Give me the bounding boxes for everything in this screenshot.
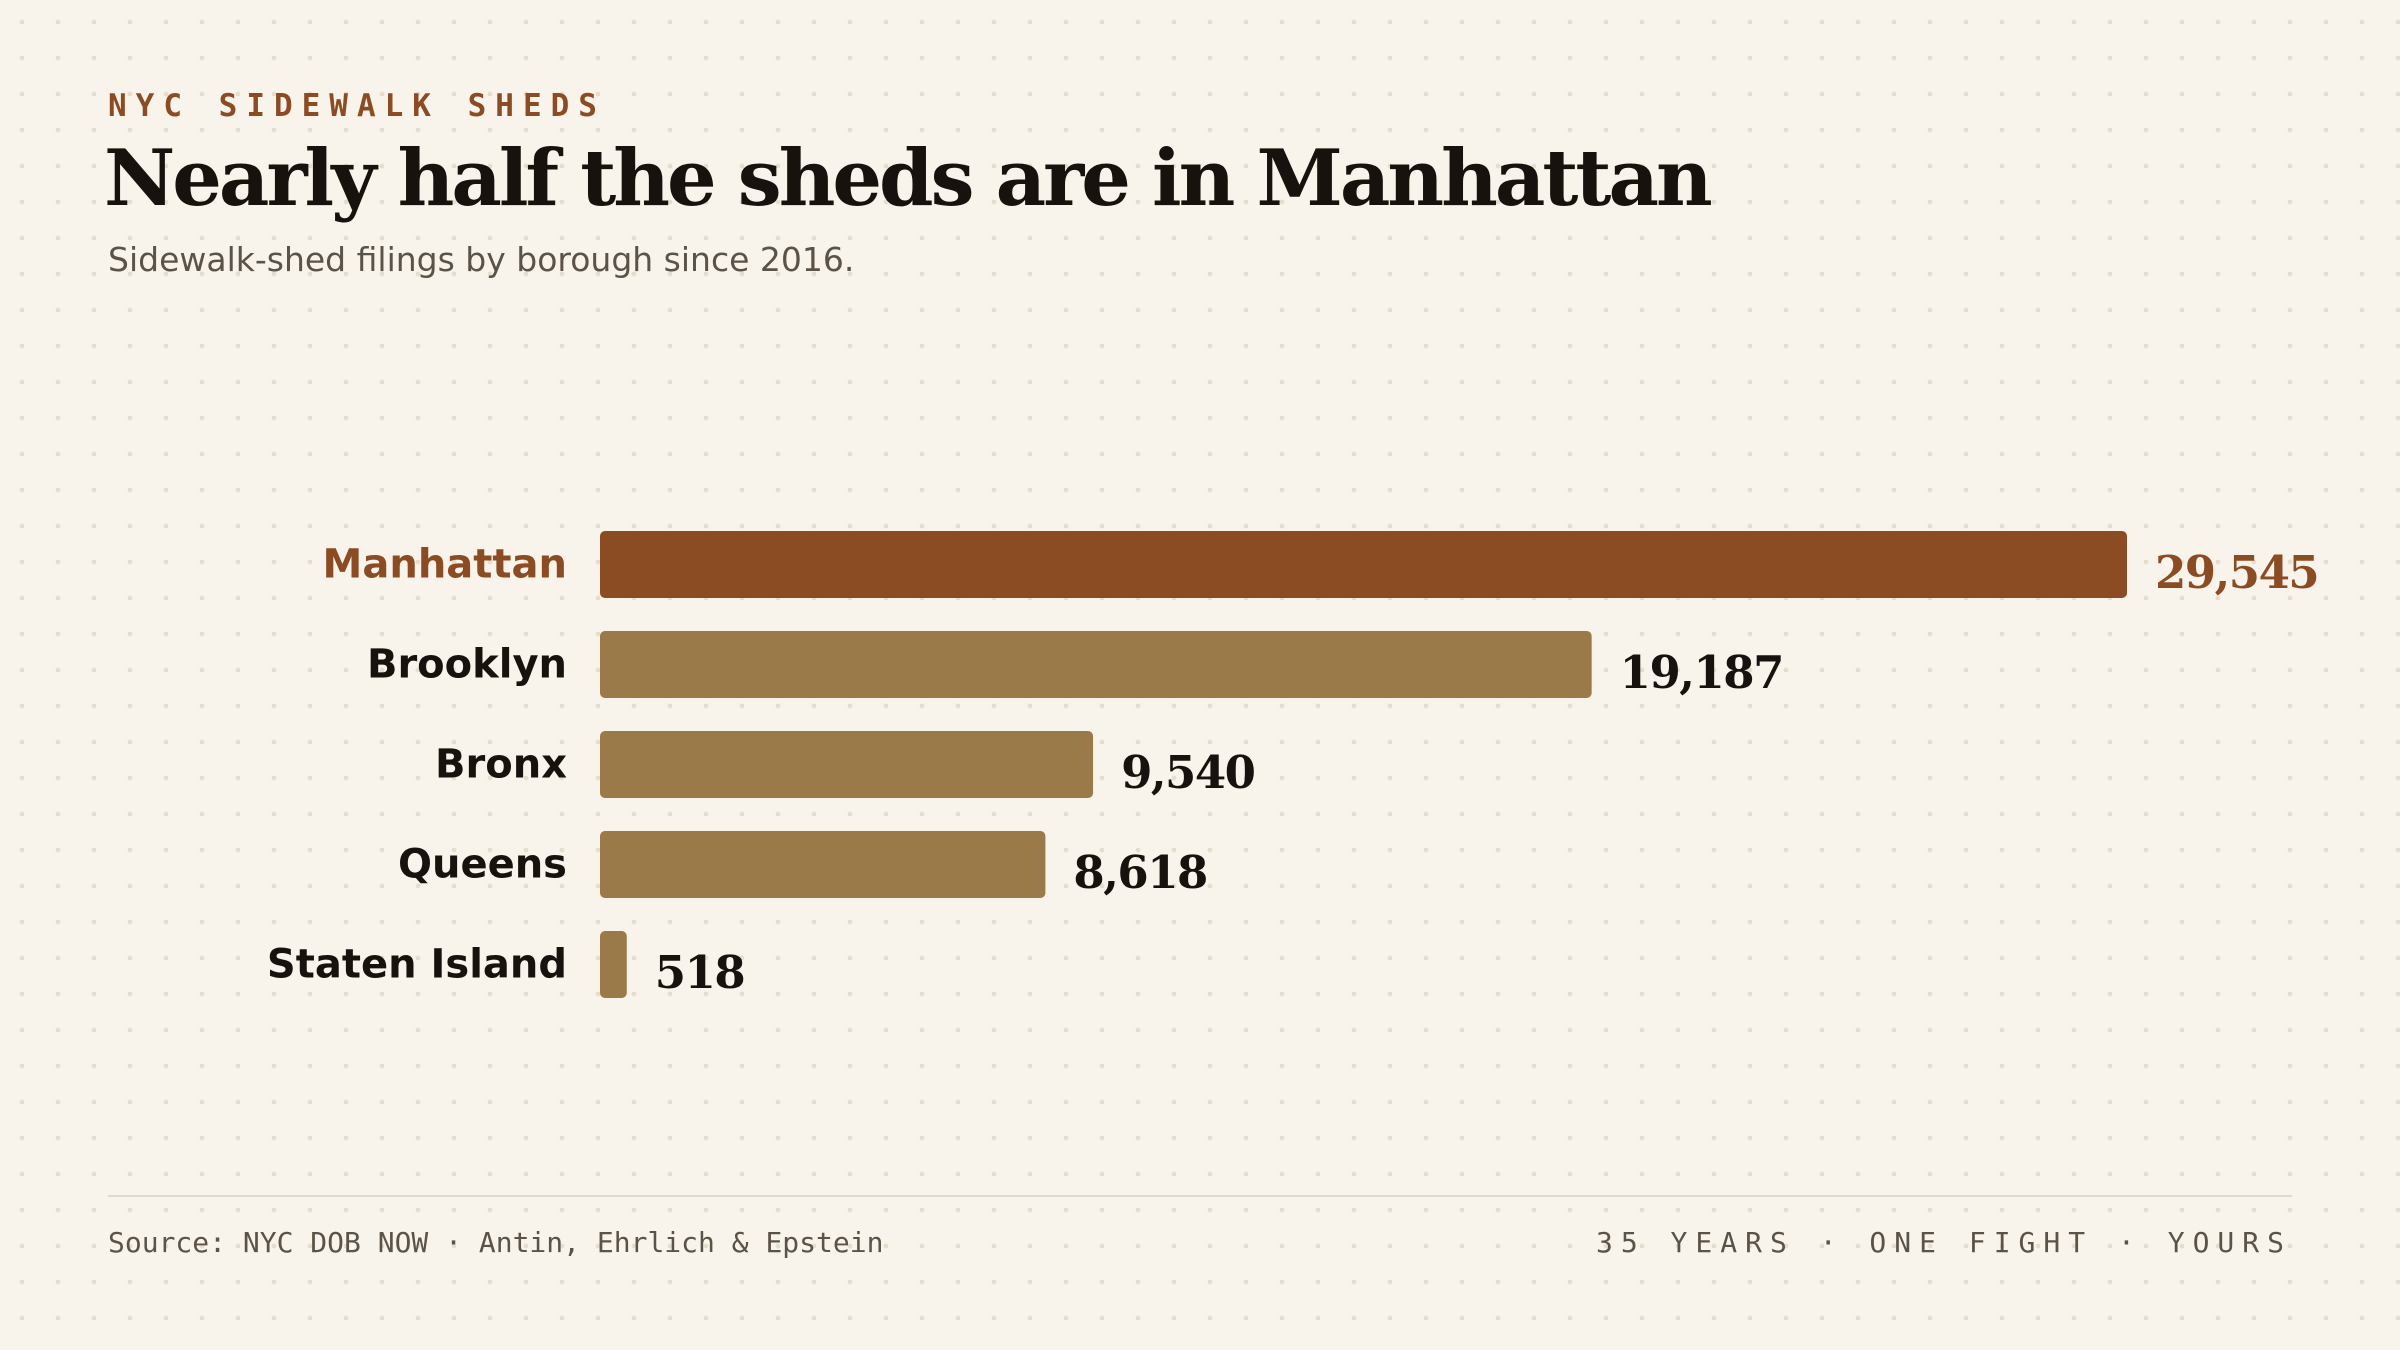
bar-bronx <box>600 731 1094 798</box>
kicker: NYC SIDEWALK SHEDS <box>108 88 606 124</box>
category-label-manhattan: Manhattan <box>323 542 567 588</box>
bar-brooklyn <box>600 631 1592 698</box>
footer-tagline: 35 YEARS · ONE FIGHT · YOURS <box>1595 1226 2292 1259</box>
source-note: Source: NYC DOB NOW · Antin, Ehrlich & E… <box>108 1226 884 1259</box>
chart-subtitle: Sidewalk-shed filings by borough since 2… <box>108 240 855 279</box>
value-label-bronx: 9,540 <box>1121 746 1255 799</box>
value-label-manhattan: 29,545 <box>2155 546 2318 599</box>
category-label-queens: Queens <box>398 842 567 888</box>
category-label-staten-island: Staten Island <box>267 942 567 988</box>
bar-queens <box>600 831 1046 898</box>
chart-title: Nearly half the sheds are in Manhattan <box>104 133 1713 224</box>
bar-manhattan <box>600 531 2127 598</box>
bar-staten-island <box>600 931 627 998</box>
value-label-staten-island: 518 <box>655 946 744 999</box>
value-label-queens: 8,618 <box>1073 846 1206 899</box>
value-label-brooklyn: 19,187 <box>1620 646 1783 699</box>
footer-divider <box>108 1195 2292 1197</box>
category-label-brooklyn: Brooklyn <box>367 642 567 688</box>
category-label-bronx: Bronx <box>435 742 567 788</box>
